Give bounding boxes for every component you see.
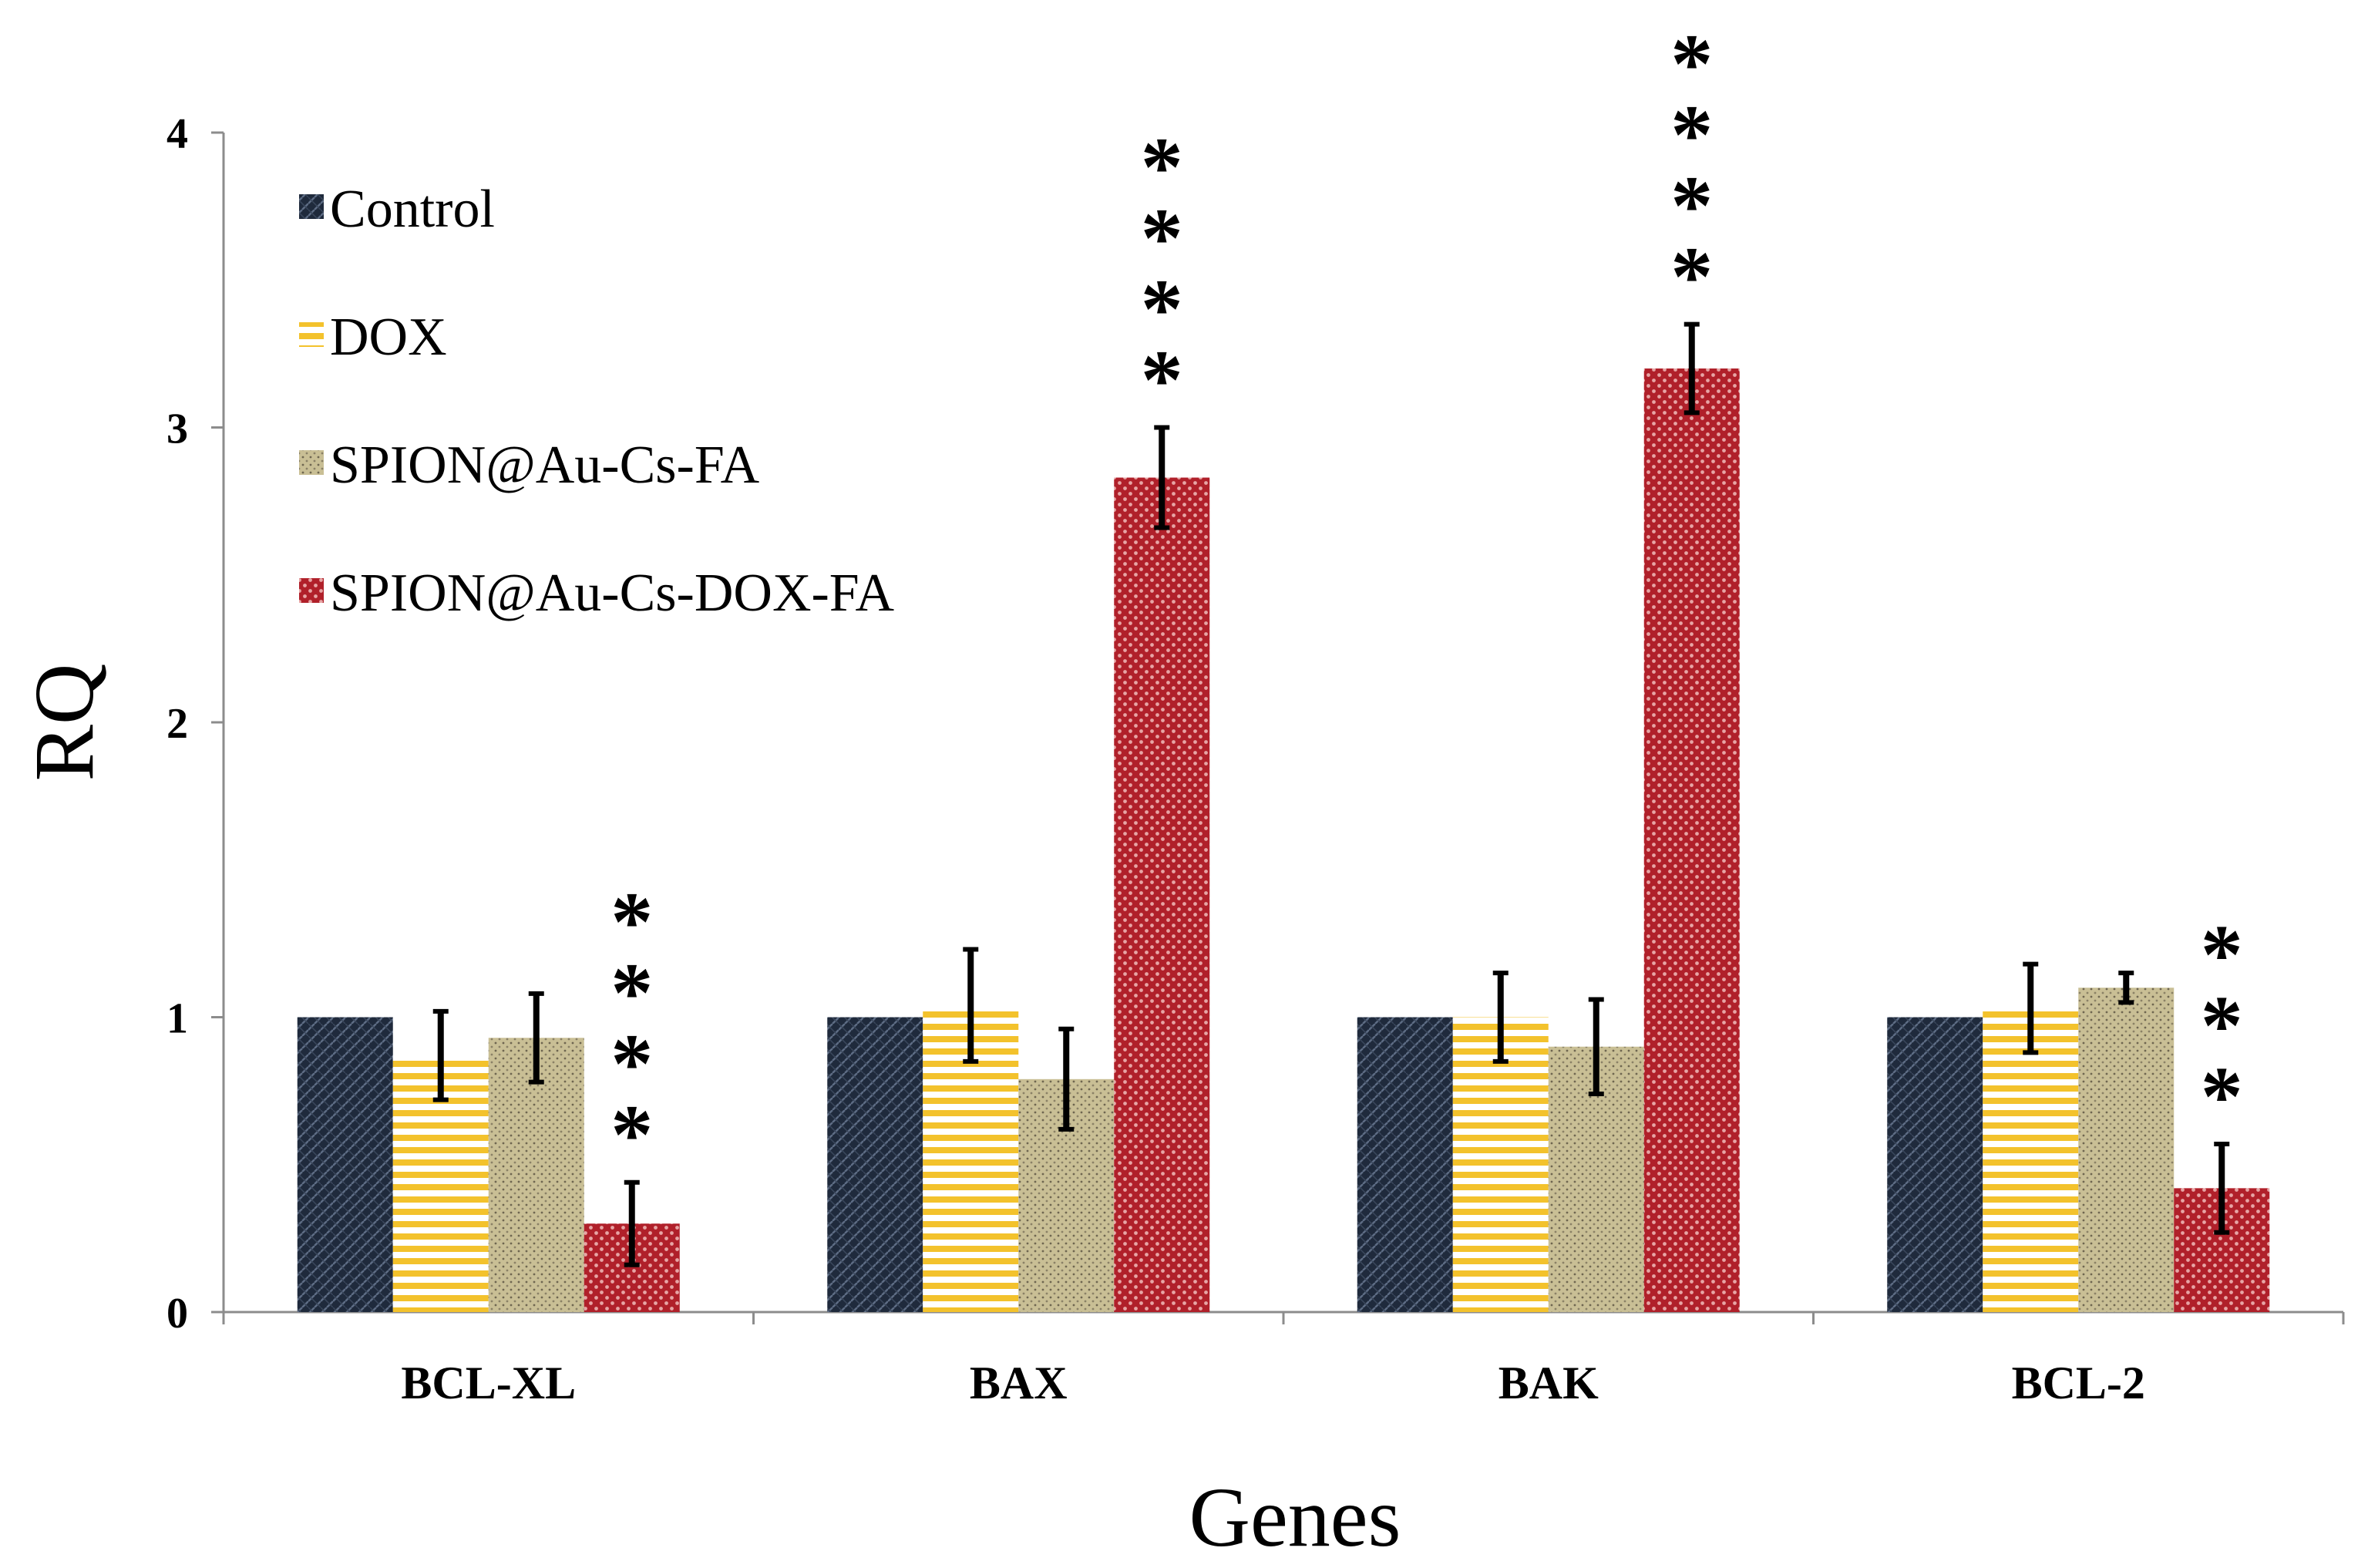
y-tick-label: 1 <box>166 995 188 1043</box>
legend-swatch <box>299 322 324 347</box>
bar-bax-3 <box>1114 477 1210 1312</box>
legend-label: Control <box>330 180 495 239</box>
star-glyph: * <box>610 875 653 969</box>
axis-labels: BCL-XL BAX BAK BCL-2 RQ Genes <box>17 664 2145 1564</box>
star-glyph: * <box>1141 333 1183 427</box>
significance-stars: * * * <box>2201 907 2243 1143</box>
bar-bcl-xl-0 <box>297 1017 393 1312</box>
legend-label: DOX <box>330 308 447 367</box>
y-tick-label: 4 <box>166 110 188 158</box>
y-tick-label: 0 <box>166 1290 188 1338</box>
bars <box>297 368 2270 1312</box>
star-glyph: * <box>1670 159 1713 253</box>
legend-label: SPION@Au-Cs-FA <box>330 436 760 495</box>
bar-bcl-2-0 <box>1887 1017 1983 1312</box>
bar-bcl-2-2 <box>2078 988 2175 1312</box>
legend-label: SPION@Au-Cs-DOX-FA <box>330 564 895 623</box>
legend-swatch <box>299 450 324 475</box>
x-tick-label: BAX <box>970 1358 1068 1408</box>
y-axis-title: RQ <box>17 664 111 782</box>
bar-bak-1 <box>1452 1017 1549 1312</box>
y-tick-label: 3 <box>166 405 188 453</box>
x-tick-label: BCL-XL <box>401 1358 576 1408</box>
error-bars <box>432 321 2230 1267</box>
significance-stars: * * * * <box>1670 17 1713 324</box>
star-glyph: * <box>2201 1049 2243 1143</box>
significance-stars: * * * * <box>1141 120 1183 427</box>
significance-stars: * * * * <box>610 875 653 1182</box>
x-axis-title: Genes <box>1189 1470 1401 1564</box>
significance-annotations: * * * ** * * ** * * ** * * <box>610 17 2243 1182</box>
star-glyph: * <box>1141 120 1183 214</box>
star-glyph: * <box>1670 230 1713 324</box>
star-glyph: * <box>1670 17 1713 111</box>
x-tick-label: BAK <box>1498 1358 1599 1408</box>
star-glyph: * <box>1670 88 1713 182</box>
bar-bcl-2-1 <box>1983 1008 2079 1312</box>
legend-swatch <box>299 578 324 603</box>
star-glyph: * <box>1141 191 1183 285</box>
legend: Control DOX SPION@Au-Cs-FA SPION@Au-Cs-DOX-… <box>299 180 895 623</box>
legend-swatch <box>299 194 324 219</box>
bar-bax-0 <box>827 1017 923 1312</box>
star-glyph: * <box>610 946 653 1040</box>
star-glyph: * <box>1141 262 1183 356</box>
star-glyph: * <box>610 1088 653 1182</box>
star-glyph: * <box>2201 978 2243 1072</box>
star-glyph: * <box>2201 907 2243 1001</box>
y-tick-label: 2 <box>166 700 188 748</box>
bar-bak-0 <box>1357 1017 1453 1312</box>
bar-bak-3 <box>1643 368 1740 1312</box>
x-tick-label: BCL-2 <box>2012 1358 2145 1408</box>
star-glyph: * <box>610 1017 653 1111</box>
